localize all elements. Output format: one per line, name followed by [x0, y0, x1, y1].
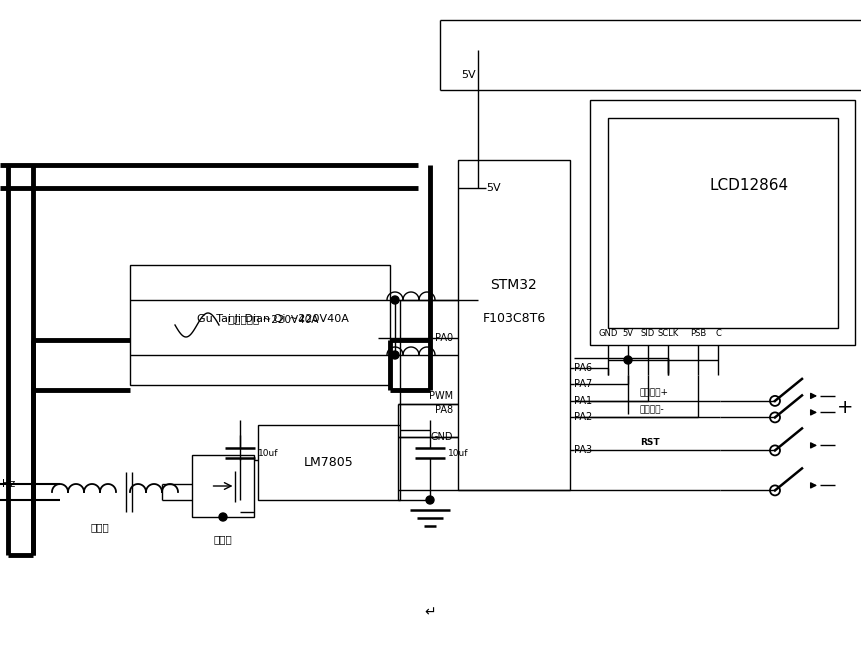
Text: PSB: PSB — [689, 329, 705, 337]
Bar — [130, 265, 389, 385]
Text: PA7: PA7 — [573, 379, 592, 390]
Circle shape — [219, 513, 226, 521]
Text: GND: GND — [430, 432, 453, 443]
Circle shape — [623, 356, 631, 364]
Text: SCLK: SCLK — [657, 329, 678, 337]
Bar — [257, 425, 400, 500]
Text: LCD12864: LCD12864 — [709, 178, 788, 193]
Text: Hz: Hz — [2, 479, 15, 489]
Text: 固态继电器 ~220V40A: 固态继电器 ~220V40A — [227, 314, 318, 324]
Text: 5V: 5V — [486, 183, 500, 193]
Text: SID: SID — [640, 329, 654, 337]
Text: PA2: PA2 — [573, 412, 592, 422]
Text: +: + — [836, 398, 852, 417]
Text: Gu Tai Ji Dian Qi ~220V40A: Gu Tai Ji Dian Qi ~220V40A — [197, 314, 349, 324]
Circle shape — [236, 496, 244, 504]
Bar — [589, 100, 854, 345]
Text: F103C8T6: F103C8T6 — [482, 312, 545, 325]
Text: 10uf: 10uf — [448, 448, 468, 457]
Text: PA6: PA6 — [573, 363, 592, 373]
Circle shape — [425, 496, 433, 504]
Text: 整流桥: 整流桥 — [214, 534, 232, 544]
Text: GND: GND — [598, 329, 617, 337]
Text: 5V: 5V — [622, 329, 633, 337]
Text: 设定温度-: 设定温度- — [639, 405, 664, 414]
Text: PA3: PA3 — [573, 445, 592, 455]
Circle shape — [391, 296, 399, 304]
Text: PA8: PA8 — [434, 405, 453, 415]
Circle shape — [391, 351, 399, 359]
Text: 5V: 5V — [461, 70, 475, 80]
Text: 设定温度+: 设定温度+ — [639, 388, 668, 397]
Text: PA0: PA0 — [434, 333, 453, 343]
Bar — [607, 118, 837, 328]
Text: 变压器: 变压器 — [90, 522, 109, 532]
Bar — [192, 455, 254, 517]
Bar — [457, 160, 569, 490]
Text: PA1: PA1 — [573, 396, 592, 406]
Text: PWM: PWM — [429, 391, 453, 401]
Text: STM32: STM32 — [490, 278, 536, 293]
Text: RST: RST — [639, 438, 659, 447]
Text: LM7805: LM7805 — [304, 455, 354, 468]
Text: 10uf: 10uf — [257, 448, 278, 457]
Text: ↵: ↵ — [424, 605, 436, 619]
Text: C: C — [715, 329, 720, 337]
